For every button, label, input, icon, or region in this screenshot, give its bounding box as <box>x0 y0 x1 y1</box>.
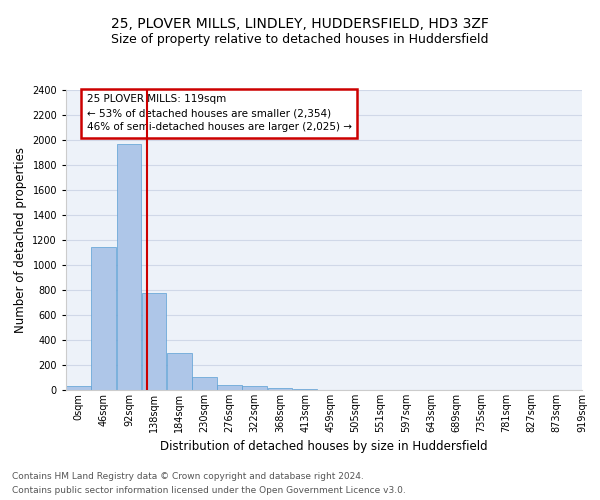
Bar <box>91 247 116 390</box>
Bar <box>66 386 91 390</box>
Text: Contains HM Land Registry data © Crown copyright and database right 2024.: Contains HM Land Registry data © Crown c… <box>12 472 364 481</box>
Text: Contains public sector information licensed under the Open Government Licence v3: Contains public sector information licen… <box>12 486 406 495</box>
Bar <box>116 144 141 390</box>
Text: Size of property relative to detached houses in Huddersfield: Size of property relative to detached ho… <box>111 32 489 46</box>
Bar <box>167 352 191 390</box>
Bar <box>217 385 242 390</box>
Text: 25, PLOVER MILLS, LINDLEY, HUDDERSFIELD, HD3 3ZF: 25, PLOVER MILLS, LINDLEY, HUDDERSFIELD,… <box>111 18 489 32</box>
Y-axis label: Number of detached properties: Number of detached properties <box>14 147 26 333</box>
X-axis label: Distribution of detached houses by size in Huddersfield: Distribution of detached houses by size … <box>160 440 488 454</box>
Bar <box>242 386 267 390</box>
Bar <box>268 388 292 390</box>
Text: 25 PLOVER MILLS: 119sqm
← 53% of detached houses are smaller (2,354)
46% of semi: 25 PLOVER MILLS: 119sqm ← 53% of detache… <box>86 94 352 132</box>
Bar <box>192 377 217 390</box>
Bar <box>142 292 166 390</box>
Bar <box>293 389 317 390</box>
